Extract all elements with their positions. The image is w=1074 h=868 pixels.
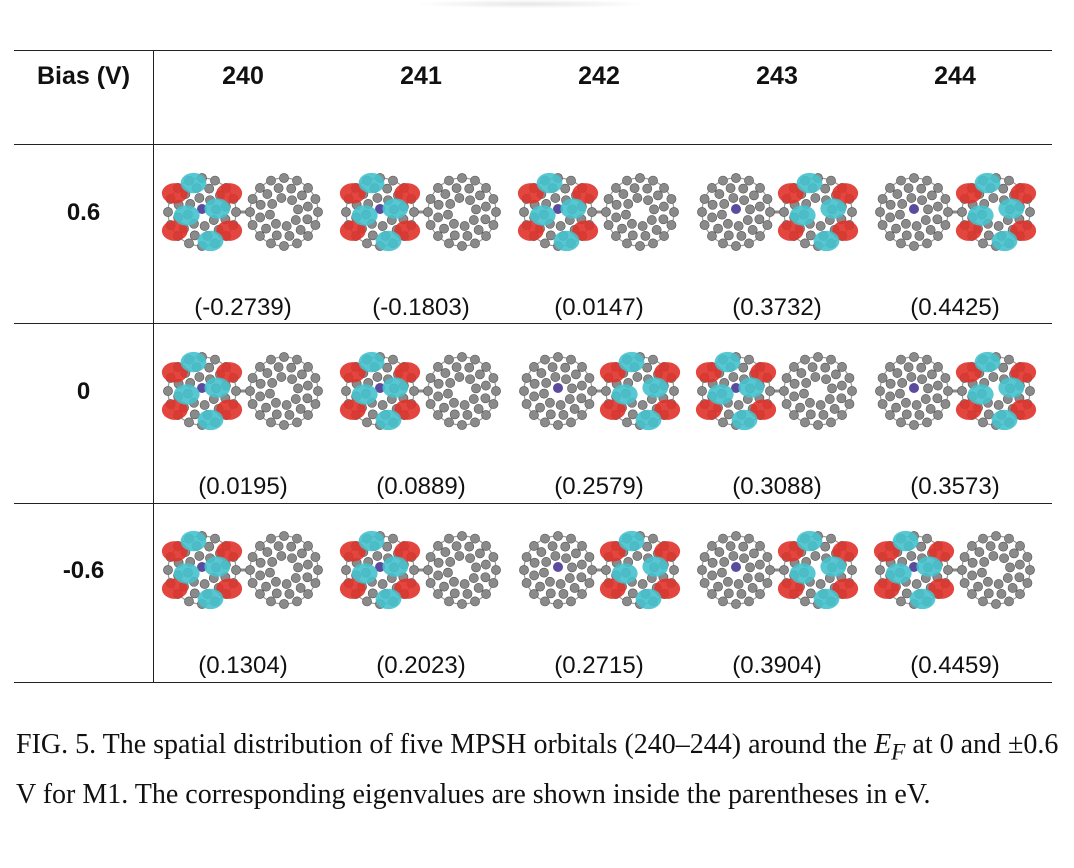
fermi-energy-symbol: EF (874, 729, 906, 766)
orbital-image (161, 172, 323, 252)
column-header-244: 244 (934, 62, 976, 90)
caption-text: FIG. 5. The spatial distribution of five… (16, 729, 868, 760)
orbital-image (697, 172, 859, 252)
eigenvalue-label: (0.2023) (376, 652, 466, 679)
bias-value-row-1: 0.6 (66, 199, 101, 226)
table-bottom-rule (14, 682, 1052, 683)
row-rule-1 (14, 323, 1052, 324)
bias-header: Bias (V) (36, 62, 131, 90)
orbital-image (339, 530, 501, 610)
orbital-image (697, 530, 859, 610)
orbital-image (339, 172, 501, 252)
table-top-rule (14, 50, 1052, 51)
column-header-240: 240 (222, 62, 264, 90)
column-header-241: 241 (400, 62, 442, 90)
orbital-image (339, 351, 501, 431)
header-rule (14, 144, 1052, 145)
orbital-image (695, 351, 857, 431)
eigenvalue-label: (0.2715) (554, 652, 644, 679)
orbital-table: Bias (V) 240 241 242 243 244 0.6 0 -0.6 … (14, 50, 1052, 683)
eigenvalue-label: (0.3573) (910, 473, 1000, 500)
orbital-image (517, 172, 679, 252)
orbital-image (875, 351, 1037, 431)
column-header-242: 242 (578, 62, 620, 90)
figure-caption: FIG. 5. The spatial distribution of five… (16, 724, 1060, 815)
eigenvalue-label: (0.0889) (376, 473, 466, 500)
column-header-243: 243 (756, 62, 798, 90)
bias-value-row-3: -0.6 (62, 557, 105, 584)
eigenvalue-label: (0.4425) (910, 294, 1000, 321)
orbital-image (519, 530, 681, 610)
eigenvalue-label: (-0.2739) (194, 294, 292, 321)
orbital-image (873, 530, 1035, 610)
eigenvalue-label: (0.2579) (554, 473, 644, 500)
bias-value-row-2: 0 (76, 378, 91, 405)
eigenvalue-label: (0.4459) (910, 652, 1000, 679)
eigenvalue-label: (0.3732) (732, 294, 822, 321)
bias-column-divider (153, 50, 154, 682)
eigenvalue-label: (-0.1803) (372, 294, 470, 321)
orbital-image (161, 530, 323, 610)
eigenvalue-label: (0.0147) (554, 294, 644, 321)
orbital-image (519, 351, 681, 431)
caption-text-continued: at 0 and ±0.6 V for M1. The correspondin… (16, 729, 1059, 810)
orbital-image (161, 351, 323, 431)
scan-artifact (420, 0, 640, 8)
eigenvalue-label: (0.0195) (198, 473, 288, 500)
row-rule-2 (14, 503, 1052, 504)
eigenvalue-label: (0.3088) (732, 473, 822, 500)
orbital-image (875, 172, 1037, 252)
eigenvalue-label: (0.1304) (198, 652, 288, 679)
eigenvalue-label: (0.3904) (732, 652, 822, 679)
